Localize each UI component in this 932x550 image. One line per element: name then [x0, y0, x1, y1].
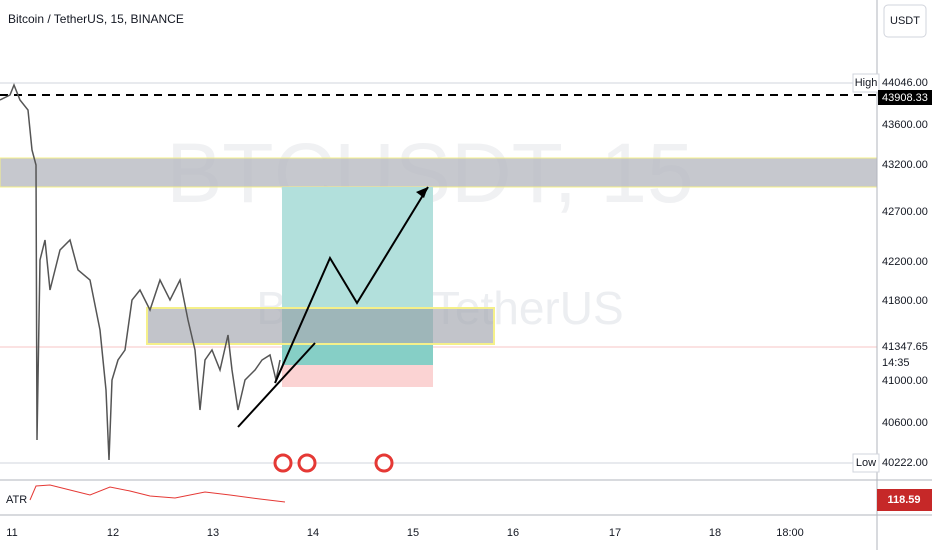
high-label: High [855, 77, 878, 89]
price-label: 41000.00 [882, 375, 928, 387]
currency-label[interactable]: USDT [890, 15, 920, 27]
countdown: 14:35 [882, 357, 910, 369]
projection-arrow [274, 186, 429, 384]
price-label: 43200.00 [882, 159, 928, 171]
chart-title: Bitcoin / TetherUS, 15, BINANCE [8, 12, 184, 26]
last-price: 41347.65 [882, 341, 928, 353]
high-tag [852, 73, 880, 93]
low-tag [852, 453, 880, 473]
price-label: 42200.00 [882, 256, 928, 268]
price-label: 42700.00 [882, 206, 928, 218]
trend-line [237, 342, 316, 428]
atr-label: ATR [6, 494, 27, 506]
time-label: 14 [307, 527, 319, 539]
atr-line [29, 484, 286, 503]
price-label: 40600.00 [882, 417, 928, 429]
time-label: 15 [407, 527, 419, 539]
atr-value-box [877, 489, 932, 511]
time-label: 18:00 [776, 527, 804, 539]
event-icons [273, 453, 394, 473]
time-label: 17 [609, 527, 621, 539]
arrow-head [416, 187, 428, 198]
price-line [0, 82, 281, 461]
line-price-box [878, 90, 932, 105]
low-value: 40222.00 [882, 457, 928, 469]
time-label: 18 [709, 527, 721, 539]
line-price: 43908.33 [882, 92, 928, 104]
resistance-zone [0, 157, 878, 188]
time-label: 13 [207, 527, 219, 539]
target-zone [282, 187, 433, 308]
currency-button[interactable] [883, 4, 927, 38]
time-label: 12 [107, 527, 119, 539]
low-label: Low [856, 457, 876, 469]
time-label: 11 [6, 527, 17, 539]
atr-value: 118.59 [887, 494, 920, 506]
time-label: 16 [507, 527, 519, 539]
price-label: 41800.00 [882, 295, 928, 307]
price-label: 43600.00 [882, 119, 928, 131]
stop-zone [282, 365, 433, 387]
high-value: 44046.00 [882, 77, 928, 89]
support-zone [146, 307, 495, 345]
